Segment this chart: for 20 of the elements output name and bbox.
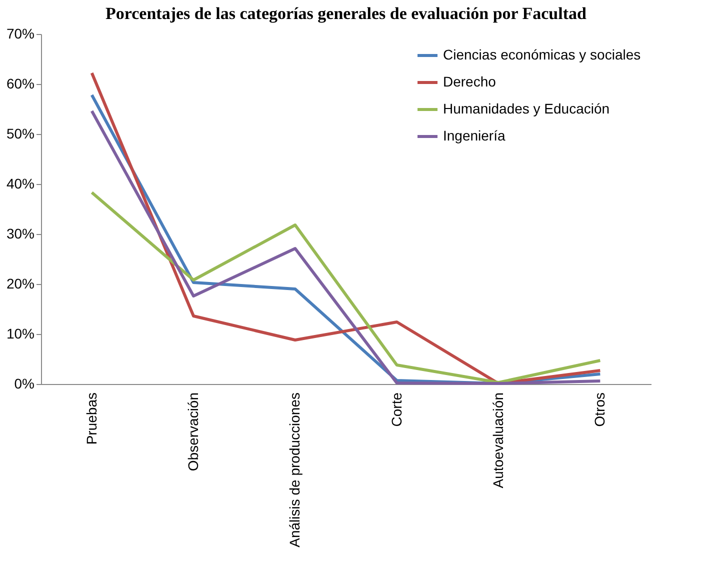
legend-label: Derecho: [443, 74, 496, 90]
y-tick-label: 60%: [6, 76, 34, 92]
x-tick-label: Pruebas: [83, 392, 100, 445]
y-tick-label: 30%: [6, 226, 34, 242]
y-tick-label: 50%: [6, 126, 34, 142]
y-tick-label: 10%: [6, 326, 34, 342]
y-tick-label: 20%: [6, 276, 34, 292]
x-tick-label: Corte: [388, 392, 404, 427]
y-tick-label: 0%: [14, 376, 34, 392]
legend-label: Ingeniería: [443, 128, 506, 144]
chart-title: Porcentajes de las categorías generales de evaluación por Facultad: [106, 4, 588, 23]
x-tick-label: Análisis de producciones: [286, 392, 303, 548]
y-tick-label: 40%: [6, 176, 34, 192]
x-tick-label: Autoevaluación: [490, 392, 506, 488]
x-tick-label: Observación: [185, 392, 201, 472]
line-series: [90, 191, 602, 384]
legend-label: Humanidades y Educación: [443, 100, 610, 116]
y-tick-label: 70%: [6, 26, 34, 42]
legend-label: Ciencias económicas y sociales: [443, 46, 641, 62]
x-tick-label: Otros: [592, 392, 608, 427]
